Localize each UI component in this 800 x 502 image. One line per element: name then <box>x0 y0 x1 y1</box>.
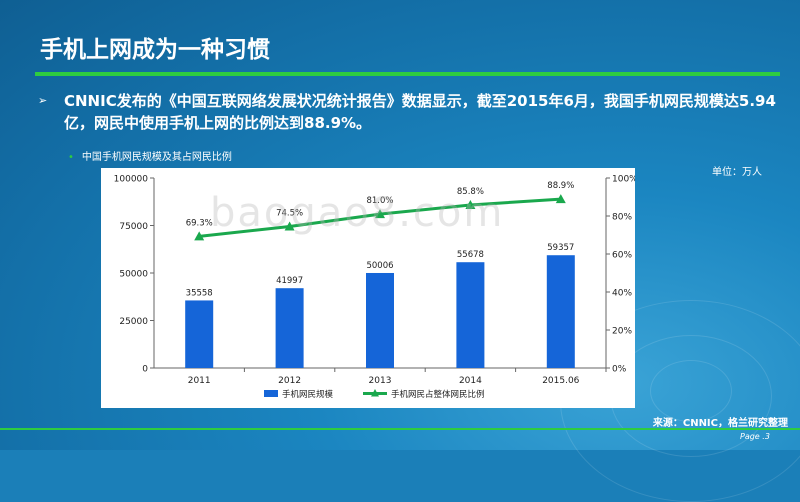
x-tick-label: 2012 <box>278 376 301 386</box>
left-tick-label: 0 <box>142 365 148 375</box>
bar-value-label: 41997 <box>276 276 303 286</box>
ratio-value-label: 74.5% <box>276 208 303 218</box>
left-tick-label: 50000 <box>119 270 148 280</box>
ratio-value-label: 88.9% <box>547 181 574 191</box>
left-tick-label: 100000 <box>114 175 149 185</box>
arrow-bullet-icon: ➢ <box>38 94 48 107</box>
bar <box>185 300 214 368</box>
bar <box>275 288 304 368</box>
ratio-point <box>375 209 385 219</box>
bottom-rule <box>0 428 800 430</box>
bar-value-label: 55678 <box>457 250 484 260</box>
x-tick-label: 2015.06 <box>542 376 579 386</box>
bar-value-label: 59357 <box>547 243 574 253</box>
right-tick-label: 0% <box>612 365 627 375</box>
left-tick-label: 75000 <box>119 222 148 232</box>
combo-chart: 0 25000 50000 75000 100000 0% 20% 40% 60% 80% 100%… <box>114 175 639 401</box>
right-tick-label: 20% <box>612 327 632 337</box>
legend-bar-swatch <box>264 390 278 397</box>
legend-bar-label: 手机网民规模 <box>282 389 334 400</box>
ratio-value-label: 81.0% <box>366 196 393 206</box>
bar-value-label: 50006 <box>366 261 393 271</box>
right-tick-label: 100% <box>612 175 635 185</box>
right-tick-label: 60% <box>612 251 632 261</box>
x-tick-label: 2011 <box>188 376 211 386</box>
bar <box>366 272 394 368</box>
left-tick-label: 25000 <box>119 317 148 327</box>
sub-bullet: • 中国手机网民规模及其占网民比例 <box>68 148 232 163</box>
legend-line-marker <box>371 389 379 397</box>
source-note: 来源：CNNIC，格兰研究整理 <box>652 418 788 429</box>
watermark: baogao8.com <box>210 190 505 236</box>
unit-label: 单位：万人 <box>712 167 762 178</box>
bullet-paragraph: ➢ CNNIC发布的《中国互联网络发展状况统计报告》数据显示，截至2015年6月… <box>38 90 778 134</box>
bar <box>546 255 575 368</box>
legend-line-label: 手机网民占整体网民比例 <box>391 389 485 400</box>
right-tick-label: 40% <box>612 289 632 299</box>
ratio-point <box>194 231 205 241</box>
slide-title: 手机上网成为一种习惯 <box>40 37 270 63</box>
x-tick-label: 2013 <box>369 376 392 386</box>
page-number: Page .3 <box>740 432 770 441</box>
ratio-point <box>555 194 566 204</box>
title-underline <box>35 72 780 76</box>
chart-panel: 0 25000 50000 75000 100000 0% 20% 40% 60% 80% 100%… <box>101 168 639 408</box>
sub-bullet-text: 中国手机网民规模及其占网民比例 <box>81 152 232 163</box>
right-tick-label: 80% <box>612 213 632 223</box>
ratio-point <box>465 199 476 209</box>
decor-ring <box>650 360 732 422</box>
dot-bullet-icon: • <box>68 152 74 163</box>
bar <box>456 262 485 368</box>
ratio-value-label: 85.8% <box>457 187 484 197</box>
bar-value-label: 35558 <box>186 288 213 298</box>
x-tick-label: 2014 <box>459 376 482 386</box>
ratio-point <box>284 221 295 231</box>
ratio-value-label: 69.3% <box>186 218 213 228</box>
bullet-text: CNNIC发布的《中国互联网络发展状况统计报告》数据显示，截至2015年6月，我… <box>64 92 776 132</box>
